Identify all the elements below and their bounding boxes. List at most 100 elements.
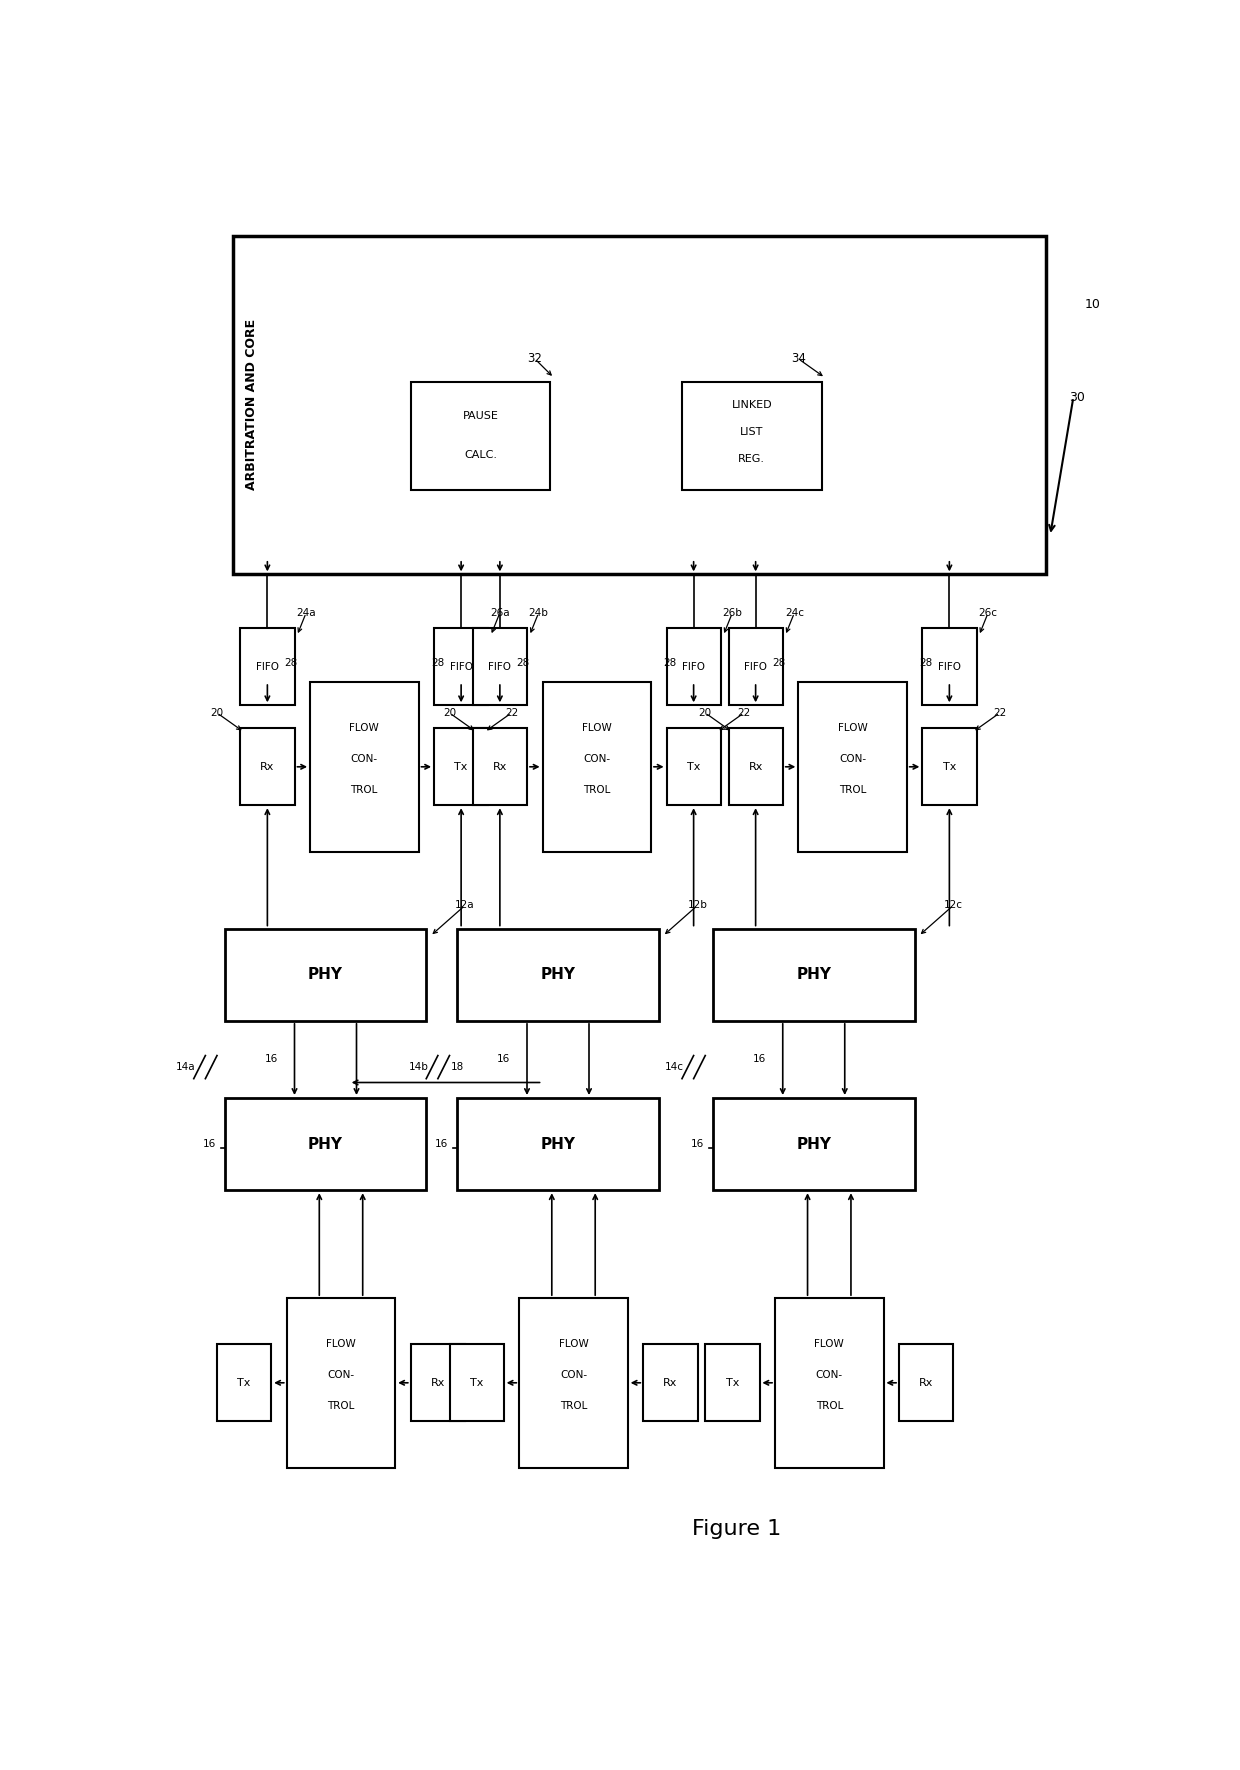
Text: 34: 34 — [791, 352, 806, 365]
Text: 16: 16 — [753, 1055, 766, 1064]
Text: Rx: Rx — [919, 1377, 934, 1388]
Text: 28: 28 — [432, 658, 444, 667]
Text: PHY: PHY — [796, 966, 831, 982]
Text: 20: 20 — [443, 708, 456, 719]
Text: CALC.: CALC. — [464, 450, 497, 460]
Bar — [899, 1343, 954, 1421]
Text: FIFO: FIFO — [682, 662, 706, 671]
Text: FLOW: FLOW — [559, 1340, 588, 1349]
Text: 28: 28 — [284, 658, 298, 667]
Bar — [458, 929, 658, 1021]
Text: 14c: 14c — [665, 1062, 683, 1073]
Text: Rx: Rx — [260, 761, 274, 772]
Bar — [458, 1097, 658, 1189]
Bar — [713, 1097, 915, 1189]
Text: 28: 28 — [517, 658, 529, 667]
Text: 22: 22 — [505, 708, 518, 719]
Text: 28: 28 — [773, 658, 785, 667]
Text: Rx: Rx — [492, 761, 507, 772]
Text: LIST: LIST — [740, 427, 764, 437]
Text: 10: 10 — [1085, 299, 1101, 312]
Text: TROL: TROL — [816, 1400, 843, 1411]
Text: Figure 1: Figure 1 — [692, 1519, 781, 1540]
Text: PHY: PHY — [308, 1136, 343, 1152]
Bar — [667, 727, 720, 805]
Text: TROL: TROL — [838, 784, 867, 795]
Text: PHY: PHY — [541, 966, 575, 982]
Text: 16: 16 — [264, 1055, 278, 1064]
Text: FIFO: FIFO — [450, 662, 472, 671]
Text: 18: 18 — [450, 1062, 464, 1073]
Text: TROL: TROL — [327, 1400, 355, 1411]
Text: TROL: TROL — [583, 784, 610, 795]
Bar — [923, 628, 977, 704]
Text: 24c: 24c — [785, 607, 804, 618]
Text: 20: 20 — [211, 708, 223, 719]
Text: REG.: REG. — [738, 453, 765, 464]
Text: 28: 28 — [663, 658, 677, 667]
Text: 14a: 14a — [176, 1062, 196, 1073]
Bar — [799, 681, 906, 851]
Text: 16: 16 — [497, 1055, 511, 1064]
Text: 16: 16 — [435, 1140, 449, 1149]
Text: TROL: TROL — [559, 1400, 588, 1411]
Bar — [775, 1297, 883, 1467]
Text: 20: 20 — [698, 708, 712, 719]
Text: 26a: 26a — [490, 607, 510, 618]
Text: 16: 16 — [691, 1140, 704, 1149]
Text: 12c: 12c — [944, 901, 962, 910]
Bar — [520, 1297, 627, 1467]
Text: CON-: CON- — [560, 1370, 587, 1381]
Text: Rx: Rx — [430, 1377, 445, 1388]
Text: PHY: PHY — [541, 1136, 575, 1152]
Text: Tx: Tx — [470, 1377, 484, 1388]
Text: FLOW: FLOW — [582, 724, 611, 733]
Bar — [233, 235, 1047, 573]
Text: CON-: CON- — [839, 754, 866, 765]
Text: 30: 30 — [1069, 391, 1085, 404]
Bar — [410, 1343, 465, 1421]
Text: FLOW: FLOW — [350, 724, 379, 733]
Bar — [217, 1343, 272, 1421]
Text: Tx: Tx — [454, 761, 467, 772]
Bar — [310, 681, 419, 851]
Text: 22: 22 — [738, 708, 750, 719]
Bar — [241, 727, 295, 805]
Text: FIFO: FIFO — [255, 662, 279, 671]
Bar — [729, 727, 782, 805]
Bar — [286, 1297, 396, 1467]
Text: FLOW: FLOW — [815, 1340, 844, 1349]
Text: 14b: 14b — [408, 1062, 429, 1073]
Text: 24a: 24a — [296, 607, 316, 618]
Text: 22: 22 — [993, 708, 1007, 719]
Text: Tx: Tx — [942, 761, 956, 772]
Bar — [713, 929, 915, 1021]
Bar — [706, 1343, 759, 1421]
Bar — [224, 1097, 427, 1189]
Text: Tx: Tx — [237, 1377, 250, 1388]
Text: 16: 16 — [202, 1140, 216, 1149]
Text: Tx: Tx — [725, 1377, 739, 1388]
Text: 12b: 12b — [687, 901, 708, 910]
Bar — [729, 628, 782, 704]
Text: FLOW: FLOW — [838, 724, 867, 733]
Text: 26c: 26c — [978, 607, 998, 618]
Text: FIFO: FIFO — [744, 662, 768, 671]
Bar — [224, 929, 427, 1021]
Bar — [434, 628, 489, 704]
Text: PAUSE: PAUSE — [463, 411, 498, 421]
Text: PHY: PHY — [308, 966, 343, 982]
Text: CON-: CON- — [327, 1370, 355, 1381]
Bar — [472, 727, 527, 805]
Text: ARBITRATION AND CORE: ARBITRATION AND CORE — [246, 319, 258, 490]
Text: FLOW: FLOW — [326, 1340, 356, 1349]
Bar — [644, 1343, 697, 1421]
Text: 12a: 12a — [455, 901, 475, 910]
Text: LINKED: LINKED — [732, 400, 773, 411]
Text: Rx: Rx — [749, 761, 763, 772]
Text: CON-: CON- — [351, 754, 378, 765]
Bar — [543, 681, 651, 851]
Text: Tx: Tx — [687, 761, 701, 772]
Text: FIFO: FIFO — [937, 662, 961, 671]
Text: 26b: 26b — [723, 607, 743, 618]
